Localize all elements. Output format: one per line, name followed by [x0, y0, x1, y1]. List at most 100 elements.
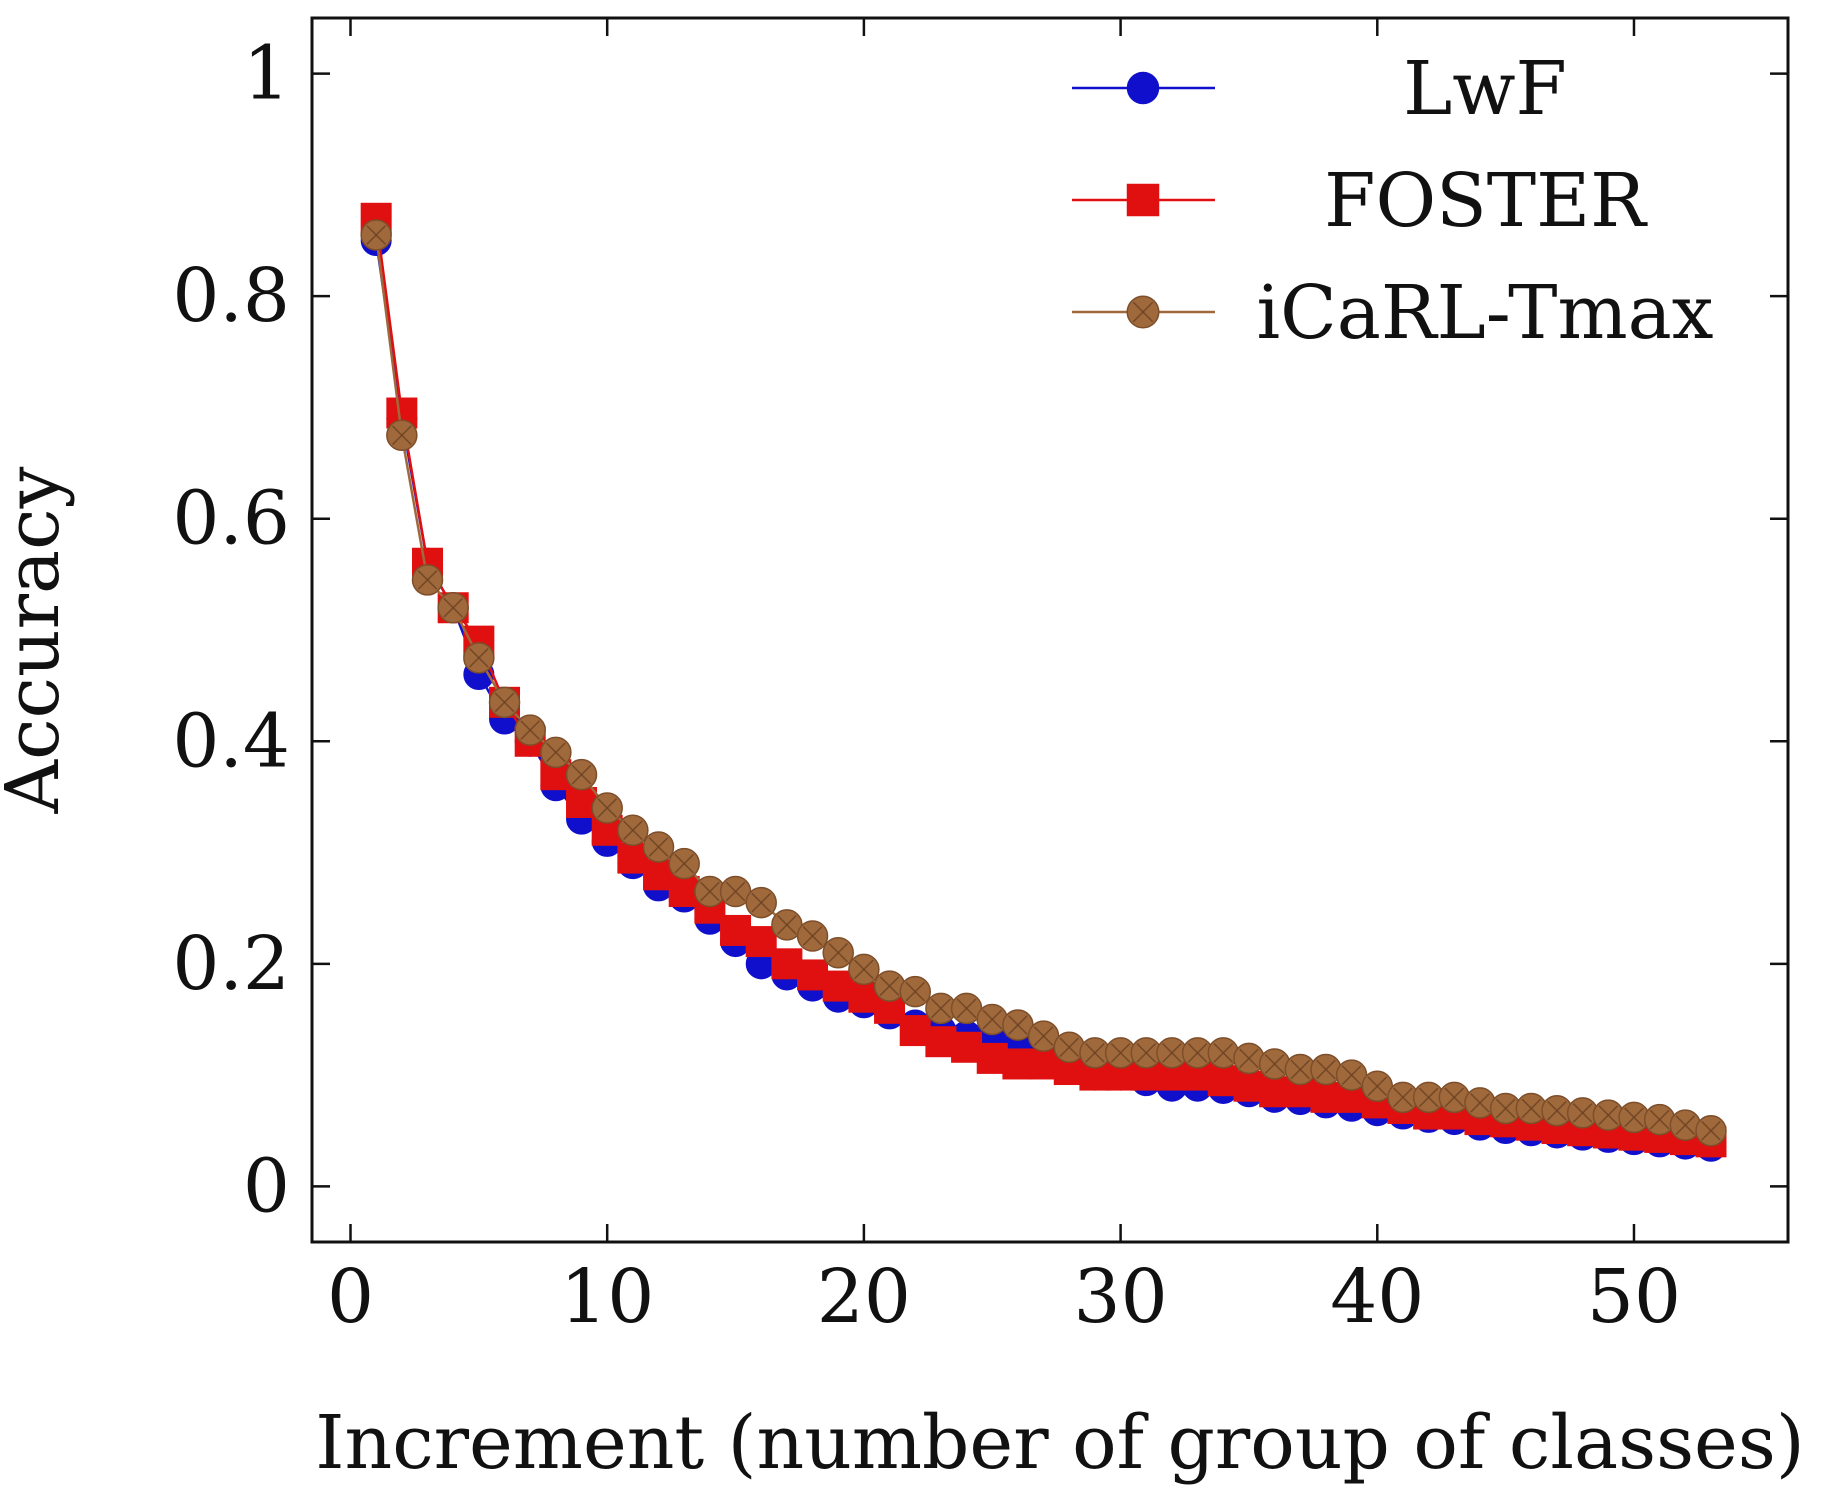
series-point-cross [468, 647, 489, 668]
x-axis-title: Increment (number of group of classes) [315, 1400, 1804, 1486]
series-point [745, 886, 777, 919]
series-point-cross [879, 976, 900, 996]
series-point [771, 909, 803, 941]
series-point [1387, 1081, 1419, 1114]
series-point [668, 847, 700, 880]
series-point [565, 758, 598, 791]
series-point-cross [1521, 1098, 1542, 1119]
series-point [822, 936, 854, 969]
series-point-cross [1316, 1059, 1336, 1080]
series-point-cross [1675, 1115, 1696, 1136]
series-point [617, 814, 649, 847]
legend: LwF FOSTER iCaRL-Tmax [1072, 46, 1714, 356]
series-point-cross [777, 915, 797, 935]
series-point [437, 591, 469, 624]
series-point [1438, 1081, 1471, 1114]
series-point-cross [1393, 1087, 1413, 1108]
series-point-cross [1495, 1098, 1516, 1119]
series-line [374, 240, 1712, 1148]
series-point [1258, 1048, 1291, 1080]
series-point-cross [1264, 1054, 1285, 1074]
x-tick-label: 40 [1330, 1254, 1424, 1340]
series-point [360, 219, 392, 251]
series-point-cross [520, 720, 541, 741]
series-point-cross [1132, 301, 1154, 323]
x-tick-label: 30 [1074, 1254, 1168, 1340]
series-point-cross [1213, 1042, 1234, 1063]
x-tick-label: 50 [1587, 1254, 1681, 1340]
series-point-cross [623, 820, 643, 841]
x-tick-label: 20 [817, 1254, 911, 1340]
series-point-cross [443, 597, 464, 618]
series-point-cross [725, 881, 746, 902]
series-point-cross [648, 837, 669, 857]
x-axis: 0 10 20 30 40 50 [327, 18, 1681, 1340]
series-point-cross [366, 225, 387, 245]
series-point [1669, 1109, 1702, 1141]
series-point [1126, 295, 1160, 329]
series-point-cross [854, 959, 874, 980]
series-point-cross [571, 764, 592, 785]
series-point-cross [494, 692, 515, 713]
series-point [771, 948, 803, 980]
series-point [976, 1003, 1008, 1036]
series-point [1207, 1065, 1239, 1097]
series-point-cross [982, 1009, 1003, 1030]
plot-frame [310, 16, 1790, 1244]
series-point [976, 1042, 1008, 1074]
series-point-cross [1649, 1109, 1670, 1130]
x-tick-label: 10 [560, 1254, 654, 1340]
legend-item: LwF [1072, 46, 1567, 132]
series-point [1027, 1020, 1060, 1052]
series-point [1130, 1037, 1163, 1069]
series-point [540, 736, 572, 769]
series-point-cross [417, 570, 438, 590]
series-point [1310, 1053, 1342, 1086]
series-point [796, 920, 829, 952]
series-point [1643, 1103, 1676, 1136]
series-point [1181, 1037, 1214, 1069]
series-point [1104, 1037, 1137, 1069]
y-tick-label: 0.6 [172, 476, 290, 562]
series-point [1618, 1101, 1650, 1134]
series-point [1002, 1009, 1034, 1041]
x-tick-label: 0 [327, 1254, 374, 1340]
series-point-cross [1444, 1087, 1465, 1108]
series-point [1126, 183, 1160, 217]
y-axis: 0 0.2 0.4 0.6 0.8 1 [172, 31, 1788, 1229]
series-point-cross [1008, 1015, 1028, 1035]
legend-label: iCaRL-Tmax [1256, 270, 1713, 356]
series-point [463, 642, 495, 674]
series-point-cross [1624, 1107, 1644, 1128]
series-point [1695, 1114, 1727, 1147]
series-point-cross [931, 998, 951, 1019]
series-point-cross [1239, 1048, 1259, 1069]
series-point-cross [1341, 1065, 1362, 1085]
series-point [1002, 1048, 1034, 1080]
series-point-cross [1418, 1087, 1439, 1108]
series-point-cross [1187, 1042, 1208, 1063]
series-point-cross [1033, 1026, 1054, 1047]
series-point [411, 564, 444, 596]
series-point [745, 926, 777, 958]
series-point-cross [1059, 1037, 1080, 1058]
series-point [899, 1015, 931, 1047]
series-point [1464, 1087, 1496, 1119]
plot-area [310, 16, 1790, 1244]
series-point-cross [751, 892, 772, 913]
series-point-cross [1290, 1059, 1311, 1080]
series-line [374, 234, 1712, 1132]
series-layer [360, 202, 1727, 1162]
legend-label: FOSTER [1324, 158, 1648, 244]
y-tick-label: 0.4 [172, 698, 290, 784]
series-point-cross [1085, 1042, 1105, 1063]
series-point [1489, 1092, 1522, 1125]
series-point-cross [1572, 1103, 1593, 1123]
series-point-cross [1367, 1076, 1388, 1097]
series-point [591, 792, 623, 824]
series-point-cross [956, 998, 977, 1019]
series-point-cross [1470, 1093, 1490, 1113]
y-tick-label: 1 [243, 31, 290, 117]
series-point-cross [700, 881, 720, 902]
series-point [720, 914, 752, 946]
